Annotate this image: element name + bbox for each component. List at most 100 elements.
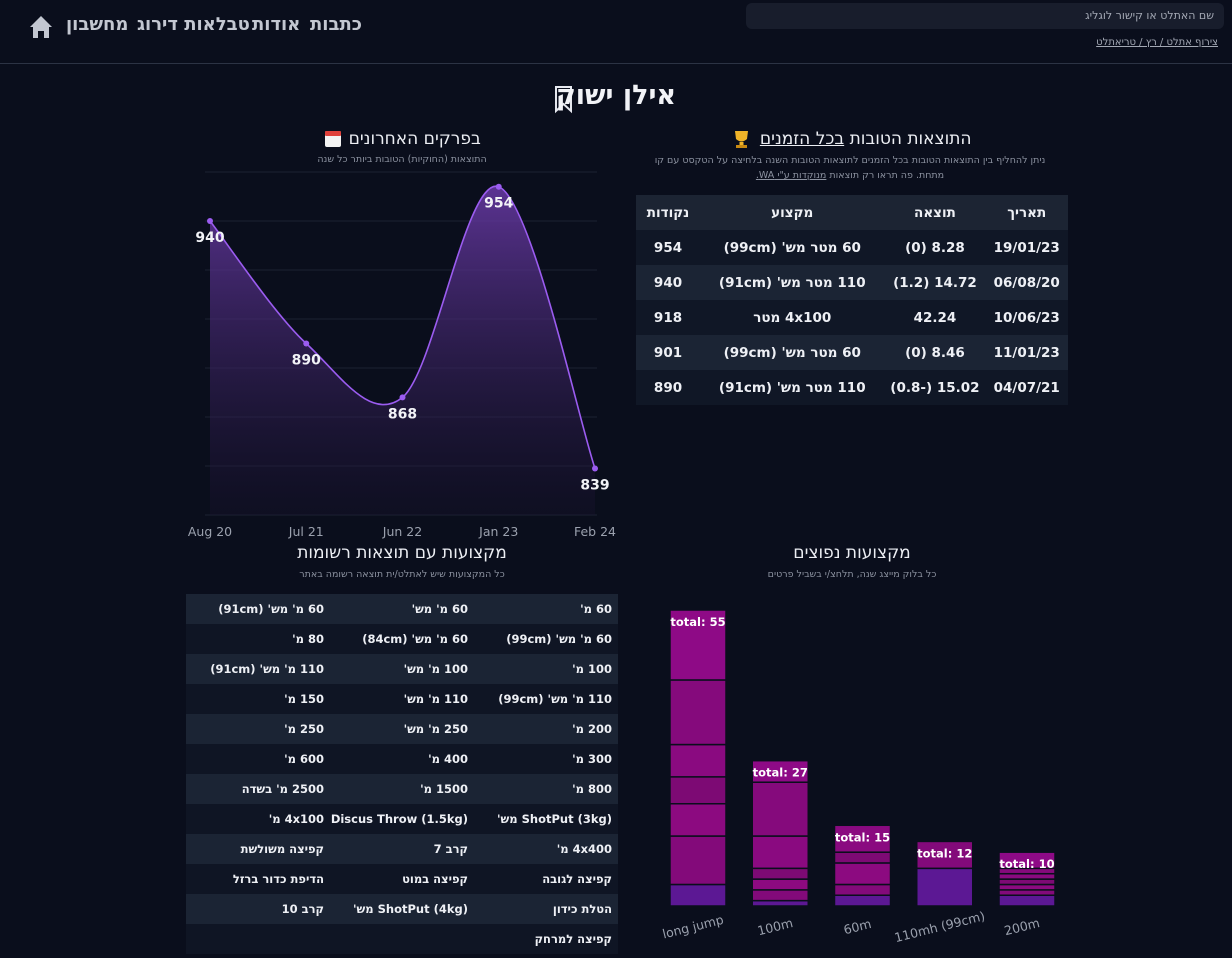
best-subtitle: ניתן להחליף בין התוצאות הטובות בכל הזמני… bbox=[640, 153, 1060, 183]
event-cell: 600 מ' bbox=[186, 744, 330, 774]
column-header: תאריך bbox=[985, 195, 1068, 230]
result-cell: 60 מטר מש' (99cm) bbox=[700, 230, 885, 265]
event-cell: קרב 7 bbox=[330, 834, 474, 864]
event-cell: 110 מ' מש' (99cm) bbox=[474, 684, 618, 714]
nav-link[interactable]: מחשבון bbox=[66, 14, 129, 35]
event-cell: קפיצה לגובה bbox=[474, 864, 618, 894]
events-subtitle: כל המקצועות שיש לאתלט/ית תוצאה רשומה באת… bbox=[299, 569, 505, 580]
event-cell: 110 מ' מש' bbox=[330, 684, 474, 714]
event-cell: 400 מ' bbox=[330, 744, 474, 774]
bar-segment bbox=[833, 862, 892, 886]
nav-link[interactable]: טבלאות דירוג bbox=[137, 14, 250, 35]
header-divider bbox=[0, 63, 1232, 64]
best-title-text: התוצאות הטובות bbox=[849, 129, 972, 149]
bar-chart: total: 55 long jump total: 27 100m total: 15… bbox=[661, 609, 1056, 945]
bar-segment bbox=[833, 894, 892, 907]
result-cell: 940 bbox=[636, 265, 701, 300]
total-label: total: 10 bbox=[999, 857, 1054, 871]
x-tick-label: Feb 24 bbox=[574, 524, 616, 539]
result-cell: 8.46 (0) bbox=[884, 335, 986, 370]
recent-title-text: בפרקים האחרונים bbox=[348, 129, 481, 149]
bar-segment bbox=[998, 894, 1056, 907]
result-cell: 110 מטר מש' (91cm) bbox=[700, 370, 885, 405]
calendar-top bbox=[325, 131, 341, 136]
event-cell: 60 מ' מש' (84cm) bbox=[330, 624, 474, 654]
result-cell: 8.28 (0) bbox=[884, 230, 986, 265]
data-label: 890 bbox=[292, 353, 321, 369]
event-cell: 800 מ' bbox=[474, 774, 618, 804]
bar-segment bbox=[669, 776, 727, 805]
popular-subtitle: כל בלוק מייצג שנה, תלחצ/י בשביל פרטים bbox=[767, 569, 937, 580]
result-cell: 918 bbox=[636, 300, 701, 335]
event-cell: 100 מ' bbox=[474, 654, 618, 684]
athlete-name: אילן ישוק bbox=[555, 80, 677, 111]
event-cell: 4x100 מ' bbox=[186, 804, 330, 834]
point bbox=[592, 465, 598, 472]
best-title: התוצאות הטובות בכל הזמנים bbox=[636, 129, 1068, 149]
bar-segment bbox=[751, 899, 809, 907]
bar-segment bbox=[833, 824, 892, 853]
result-row: 06/08/20 14.72 (1.2) 110 מטר מש' (91cm) 940 bbox=[636, 265, 1068, 300]
result-cell: 06/08/20 bbox=[985, 265, 1068, 300]
best-subtitle-link[interactable]: מנוקדות ע"י WA. bbox=[755, 170, 827, 181]
event-cell: 1500 מ' bbox=[330, 774, 474, 804]
bar-segment bbox=[751, 889, 809, 902]
x-tick-label: 200m bbox=[1003, 915, 1042, 938]
result-cell: 901 bbox=[636, 335, 701, 370]
point bbox=[207, 218, 213, 224]
total-label: total: 27 bbox=[753, 766, 808, 780]
result-cell: 04/07/21 bbox=[985, 370, 1068, 405]
event-cell: קרב 10 bbox=[186, 894, 330, 924]
bar-segment bbox=[751, 835, 809, 870]
column-header: מקצוע bbox=[700, 195, 885, 230]
bar-segment bbox=[751, 759, 809, 783]
trophy-icon bbox=[735, 131, 748, 142]
bar-segment bbox=[751, 867, 809, 880]
event-cell-empty bbox=[330, 924, 474, 954]
bar-segment bbox=[998, 883, 1056, 891]
point bbox=[399, 394, 406, 401]
bar-segment bbox=[669, 835, 727, 886]
total-label: total: 12 bbox=[917, 846, 972, 860]
bar-segment bbox=[669, 609, 727, 681]
trophy-base bbox=[736, 145, 747, 148]
event-cell: 80 מ' bbox=[186, 624, 330, 654]
event-cell: 300 מ' bbox=[474, 744, 618, 774]
result-row: 04/07/21 15.02 (-0.8) 110 מטר מש' (91cm) 89… bbox=[636, 370, 1068, 405]
join-link[interactable]: צירוף אתלט / רץ / טריאתלט bbox=[1096, 37, 1218, 48]
bar-segment bbox=[998, 889, 1056, 896]
bookmark-icon[interactable] bbox=[555, 86, 572, 114]
best-subtitle-text: ניתן להחליף בין התוצאות הטובות בכל הזמני… bbox=[654, 155, 1046, 181]
total-label: total: 15 bbox=[835, 830, 890, 844]
bar-segment bbox=[998, 878, 1056, 886]
home-icon[interactable] bbox=[30, 16, 52, 38]
search-box[interactable]: שם האתלט או קישור לוגליג bbox=[746, 3, 1224, 29]
event-cell: קפיצה משולשת bbox=[186, 834, 330, 864]
best-title-link[interactable]: בכל הזמנים bbox=[759, 129, 845, 149]
bar-segment bbox=[751, 878, 809, 891]
data-label: 940 bbox=[195, 230, 224, 246]
events-title: מקצועות עם תוצאות רשומות bbox=[297, 543, 507, 563]
event-cell: 60 מ' מש' bbox=[330, 594, 474, 624]
result-cell: 42.24 bbox=[884, 300, 986, 335]
events-grid: 60 מ' 60 מ' מש' 60 מ' מש' (91cm) 60 מ' מש' … bbox=[186, 594, 618, 954]
bar-segment bbox=[669, 679, 727, 746]
nav-link[interactable]: אודות bbox=[252, 14, 301, 35]
event-cell: 150 מ' bbox=[186, 684, 330, 714]
event-cell: 250 מ' bbox=[186, 714, 330, 744]
line bbox=[209, 185, 596, 469]
nav-link[interactable]: כתבות bbox=[310, 14, 362, 35]
bar-segment bbox=[998, 851, 1056, 870]
event-cell: הדיפת כדור ברזל bbox=[186, 864, 330, 894]
result-cell: 15.02 (-0.8) bbox=[884, 370, 986, 405]
x-tick-label: Jan 23 bbox=[478, 524, 518, 539]
point bbox=[303, 340, 310, 347]
data-label: 839 bbox=[580, 477, 609, 493]
result-row: 10/06/23 42.24 4x100 מטר 918 bbox=[636, 300, 1068, 335]
result-cell: 60 מטר מש' (99cm) bbox=[700, 335, 885, 370]
result-cell: 10/06/23 bbox=[985, 300, 1068, 335]
line-chart: 940 Aug 20 890 Jul 21 868 Jun 22 954 Jan 23 839 F… bbox=[188, 171, 616, 539]
